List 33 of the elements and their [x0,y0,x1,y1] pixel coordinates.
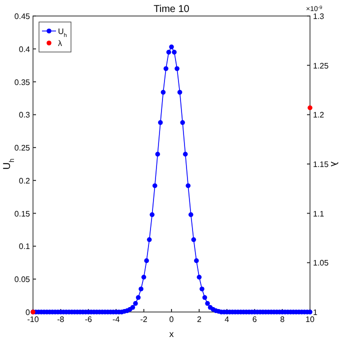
x-tick-label: 6 [252,315,258,324]
y2-tick-label: 1.25 [313,61,330,70]
y2-tick-label: 1.05 [313,258,330,268]
x-tick-label: -2 [140,315,148,324]
x-tick-label: 0 [169,315,174,324]
y-tick-label: 0.35 [14,78,31,87]
x-tick-label: 2 [196,315,202,324]
y2-tick-label: 1.3 [313,12,325,21]
y-tick-label: 0.15 [14,209,31,218]
chart-title: Time 10 [154,4,190,15]
y2-tick-label: 1.2 [313,110,325,120]
x-tick-label: 4 [224,315,230,324]
y2-tick-label: 1.15 [313,160,330,169]
y-tick-label: 0.05 [14,275,31,284]
y2-axis-title: λ [328,162,339,166]
x-tick-label: -10 [27,315,40,324]
legend-label: U$_{h}$ [58,27,67,39]
y-tick-label: 0.1 [18,242,31,252]
x-tick-label: -4 [112,315,120,324]
x-tick-label: 10 [306,315,315,324]
y2-tick-label: 1 [313,308,318,317]
legend-label: λ [58,39,62,48]
y2-tick-label: 1.1 [313,209,325,218]
x-tick-label: -6 [84,315,92,324]
x-tick-label: -8 [57,315,65,324]
y-tick-label: 0.25 [14,144,31,153]
x-axis-title: x [169,329,174,339]
x-tick-label: 8 [280,315,286,324]
y-tick-label: 0.4 [18,44,31,54]
y-tick-label: 0 [26,308,31,317]
y-tick-label: 0.3 [18,110,31,120]
y-tick-label: 0.2 [18,176,31,186]
y-tick-label: 0.45 [14,12,31,21]
